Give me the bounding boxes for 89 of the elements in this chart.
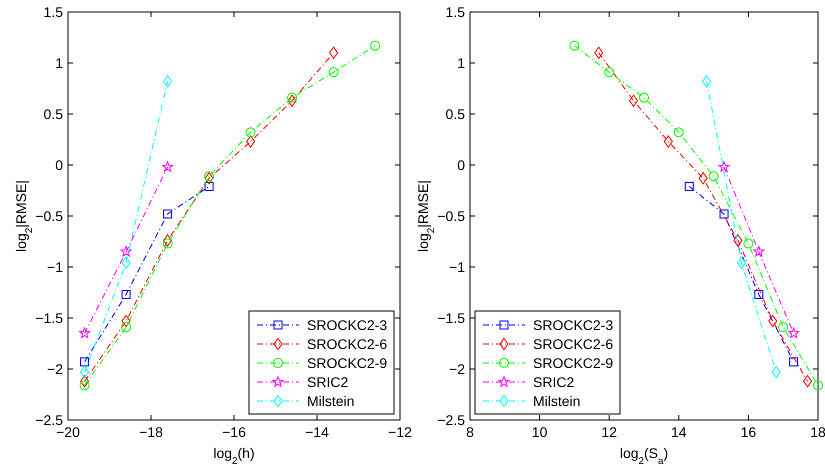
point xyxy=(204,172,214,184)
point xyxy=(674,127,684,138)
point xyxy=(788,328,800,338)
point xyxy=(594,46,604,59)
point xyxy=(736,256,746,270)
point xyxy=(754,290,764,300)
legend-label: SRIC2 xyxy=(307,374,348,390)
point xyxy=(287,92,298,103)
point xyxy=(162,161,174,172)
point xyxy=(629,94,638,107)
point xyxy=(708,171,719,182)
point xyxy=(79,328,90,338)
point xyxy=(162,238,173,249)
y-tick-label: 0.5 xyxy=(446,106,466,122)
point xyxy=(753,246,764,256)
y-tick-label: 1 xyxy=(457,55,466,71)
x-axis-title: log$_{2}$(S$_{a}$) xyxy=(620,445,668,466)
point xyxy=(639,92,649,103)
point xyxy=(789,357,798,366)
point xyxy=(122,290,131,300)
y-tick-label: −2.5 xyxy=(437,412,466,428)
point xyxy=(246,135,256,148)
x-tick-label: −14 xyxy=(305,424,330,440)
point xyxy=(370,40,380,51)
point xyxy=(80,375,90,388)
y-tick-label: −1.5 xyxy=(437,310,466,326)
legend-label: SROCKC2-6 xyxy=(533,336,614,352)
y-tick-label: 0 xyxy=(55,157,64,173)
y-tick-label: −2 xyxy=(47,361,64,377)
x-tick-label: 10 xyxy=(532,424,548,440)
point xyxy=(604,67,614,78)
x-tick-label: 16 xyxy=(740,424,756,440)
point xyxy=(720,209,729,218)
point xyxy=(813,380,823,390)
y-tick-label: −2 xyxy=(449,361,466,377)
point xyxy=(204,182,214,191)
point xyxy=(743,238,754,249)
point xyxy=(122,256,131,270)
point xyxy=(329,46,338,59)
legend-label: SROCKC2-9 xyxy=(533,355,614,371)
point xyxy=(204,171,214,182)
point xyxy=(772,366,781,378)
legend-label: Milstein xyxy=(533,393,580,409)
y-tick-label: −1 xyxy=(47,259,64,275)
point xyxy=(768,314,778,328)
point xyxy=(246,127,256,138)
legend-label: Milstein xyxy=(307,393,354,409)
point xyxy=(163,209,172,218)
legend-label: SROCKC2-3 xyxy=(533,317,614,333)
y-tick-label: −0.5 xyxy=(35,208,64,224)
point xyxy=(122,314,131,328)
legend-label: SROCKC2-9 xyxy=(307,355,388,371)
x-tick-label: 12 xyxy=(601,424,618,440)
point xyxy=(569,40,580,51)
point xyxy=(80,380,90,390)
legend-label: SROCKC2-3 xyxy=(307,317,388,333)
point xyxy=(328,67,339,78)
point xyxy=(121,322,132,332)
point xyxy=(803,375,812,388)
point xyxy=(80,357,90,366)
x-tick-label: 8 xyxy=(466,424,474,440)
point xyxy=(163,234,172,247)
y-tick-label: −0.5 xyxy=(437,208,466,224)
y-tick-label: 1.5 xyxy=(44,4,64,20)
point xyxy=(698,172,708,184)
y-tick-label: −1.5 xyxy=(35,310,64,326)
x-axis-title: log$_{2}$(h) xyxy=(213,445,255,466)
point xyxy=(702,75,712,88)
y-tick-label: 1.5 xyxy=(446,4,466,20)
x-tick-label: 18 xyxy=(810,424,825,440)
y-tick-label: 1 xyxy=(55,55,64,71)
point xyxy=(80,366,90,378)
point xyxy=(733,234,742,247)
point xyxy=(163,75,172,88)
x-tick-label: −12 xyxy=(388,424,412,440)
point xyxy=(778,322,788,332)
point xyxy=(120,246,132,256)
point xyxy=(664,135,673,148)
x-tick-label: −16 xyxy=(222,424,246,440)
y-tick-label: 0.5 xyxy=(44,106,64,122)
y-tick-label: 0 xyxy=(457,157,466,173)
y-tick-label: −1 xyxy=(449,259,466,275)
point xyxy=(288,94,297,107)
legend-label: SRIC2 xyxy=(533,374,574,390)
x-tick-label: 14 xyxy=(671,424,687,440)
legend-label: SROCKC2-6 xyxy=(307,336,388,352)
point xyxy=(718,161,730,172)
x-tick-label: −18 xyxy=(139,424,164,440)
point xyxy=(684,182,694,191)
